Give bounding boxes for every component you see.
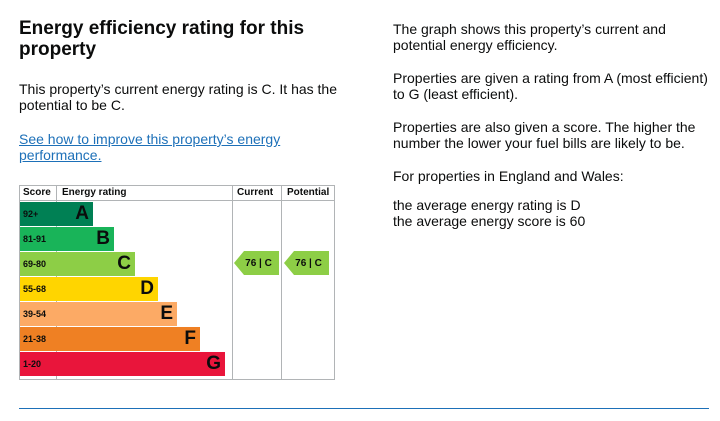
band-score-a: 92+ <box>20 202 56 226</box>
current-column-divider <box>232 186 233 379</box>
right-column: The graph shows this property’s current … <box>393 21 713 229</box>
rating-explanation: Properties are given a rating from A (mo… <box>393 70 708 102</box>
band-bar-d: D <box>56 277 158 301</box>
energy-rating-header: Energy rating <box>62 187 127 198</box>
band-score-e: 39-54 <box>20 302 56 326</box>
average-rating: the average energy rating is D <box>393 197 581 213</box>
section-heading: Energy efficiency rating for this proper… <box>19 18 305 60</box>
band-bar-b: B <box>56 227 114 251</box>
band-bar-a: A <box>56 202 93 226</box>
energy-rating-chart: Score Energy rating Current Potential 92… <box>19 185 335 380</box>
potential-rating-arrow: 76 | C <box>284 251 329 275</box>
left-column: Energy efficiency rating for this proper… <box>19 18 349 163</box>
band-bar-g: G <box>56 352 225 376</box>
potential-column-divider <box>281 186 282 379</box>
band-score-b: 81-91 <box>20 227 56 251</box>
potential-header: Potential <box>287 187 330 198</box>
band-score-d: 55-68 <box>20 277 56 301</box>
graph-explanation: The graph shows this property’s current … <box>393 21 666 53</box>
region-intro: For properties in England and Wales: <box>393 168 624 184</box>
band-score-g: 1-20 <box>20 352 56 376</box>
bottom-divider <box>19 408 709 409</box>
band-score-c: 69-80 <box>20 252 56 276</box>
score-explanation: Properties are also given a score. The h… <box>393 119 696 151</box>
average-score: the average energy score is 60 <box>393 213 586 229</box>
header-divider <box>20 200 334 201</box>
current-header: Current <box>237 187 274 198</box>
current-rating-arrow: 76 | C <box>234 251 279 275</box>
improve-performance-link[interactable]: See how to improve this property’s energ… <box>19 131 281 163</box>
band-bar-f: F <box>56 327 200 351</box>
band-bar-e: E <box>56 302 177 326</box>
band-bar-c: C <box>56 252 135 276</box>
band-score-f: 21-38 <box>20 327 56 351</box>
score-header: Score <box>23 187 51 198</box>
current-rating-text: This property’s current energy rating is… <box>19 81 337 113</box>
